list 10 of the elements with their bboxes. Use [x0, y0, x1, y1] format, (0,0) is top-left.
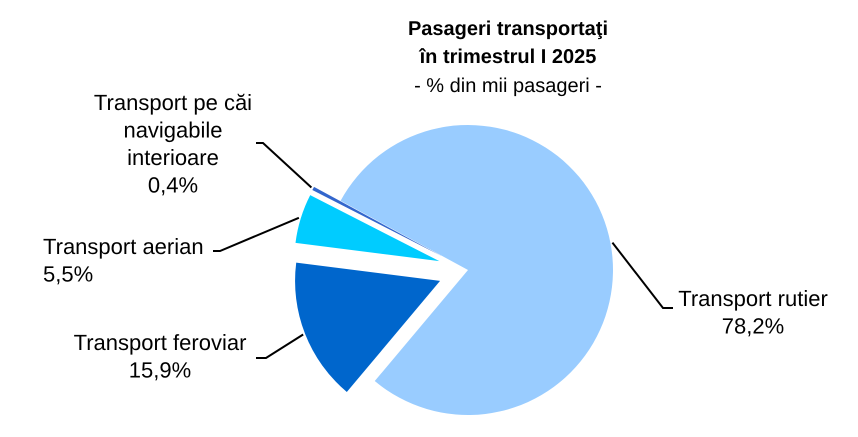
slice-label: Transport aerian [43, 234, 204, 259]
data-label: 5,5% [43, 262, 94, 286]
data-label: 15,9% [128, 358, 192, 382]
chart-subtitle: - % din mii pasageri - [414, 75, 602, 97]
slice-label: Transport feroviar [74, 330, 246, 355]
data-label: 78,2% [722, 314, 784, 338]
slice-label: Transport rutier [678, 286, 828, 311]
slice-label: Transport pe căi navigabile interioare [94, 90, 252, 170]
data-label: 0,4% [148, 172, 198, 198]
chart-title: Pasageri transportaţi în trimestrul I 2025 [408, 18, 608, 68]
